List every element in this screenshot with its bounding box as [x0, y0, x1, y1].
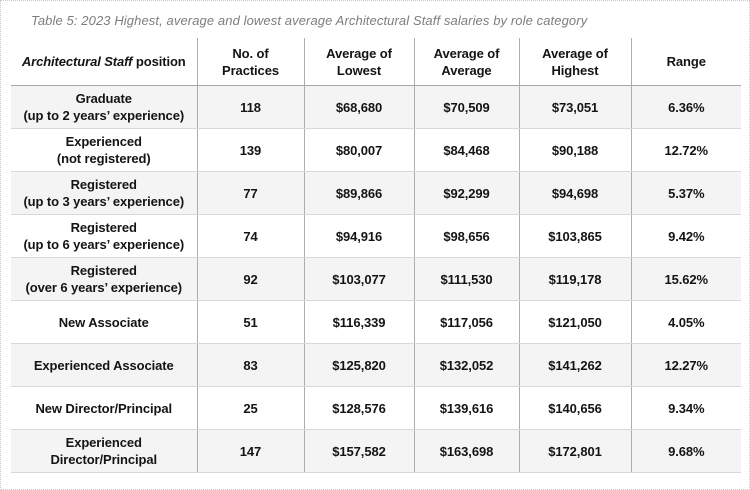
- table-body: Graduate (up to 2 years’ experience) 118 …: [11, 85, 741, 473]
- practices-cell: 25: [196, 386, 304, 430]
- avg-lowest-cell: $89,866: [303, 171, 414, 215]
- salary-table: Architectural Staff position No. of Pract…: [11, 38, 741, 473]
- header-position-italic: Architectural Staff: [21, 54, 133, 69]
- range-cell: 6.36%: [630, 85, 741, 129]
- position-cell: New Director/Principal: [11, 386, 197, 430]
- avg-highest-cell: $121,050: [518, 300, 631, 344]
- position-cell: Registered (up to 6 years’ experience): [11, 214, 197, 258]
- practices-cell: 147: [196, 429, 304, 473]
- practices-cell: 139: [196, 128, 304, 172]
- range-cell: 4.05%: [630, 300, 741, 344]
- avg-lowest-cell: $103,077: [303, 257, 414, 301]
- avg-lowest-cell: $94,916: [303, 214, 414, 258]
- avg-lowest-cell: $80,007: [303, 128, 414, 172]
- avg-highest-cell: $119,178: [518, 257, 631, 301]
- header-range: Range: [630, 38, 741, 86]
- avg-lowest-cell: $125,820: [303, 343, 414, 387]
- range-cell: 9.42%: [630, 214, 741, 258]
- range-cell: 12.72%: [630, 128, 741, 172]
- practices-cell: 74: [196, 214, 304, 258]
- position-cell: New Associate: [11, 300, 197, 344]
- avg-average-cell: $117,056: [413, 300, 519, 344]
- avg-average-cell: $98,656: [413, 214, 519, 258]
- table-row: New Director/Principal 25 $128,576 $139,…: [11, 386, 741, 430]
- table-row: Experienced Director/Principal 147 $157,5…: [11, 429, 741, 473]
- avg-highest-cell: $73,051: [518, 85, 631, 129]
- table-caption: Table 5: 2023 Highest, average and lowes…: [31, 13, 588, 28]
- header-avg-average: Average of Average: [413, 38, 519, 86]
- position-cell: Registered (up to 3 years’ experience): [11, 171, 197, 215]
- avg-lowest-cell: $68,680: [303, 85, 414, 129]
- table-row: Graduate (up to 2 years’ experience) 118 …: [11, 85, 741, 129]
- table-row: Experienced (not registered) 139 $80,007 …: [11, 128, 741, 172]
- range-cell: 9.68%: [630, 429, 741, 473]
- header-position-regular: position: [132, 54, 186, 69]
- range-cell: 12.27%: [630, 343, 741, 387]
- table-row: New Associate 51 $116,339 $117,056 $121,…: [11, 300, 741, 344]
- table-header: Architectural Staff position No. of Pract…: [11, 38, 741, 86]
- avg-average-cell: $92,299: [413, 171, 519, 215]
- header-row: Architectural Staff position No. of Pract…: [11, 38, 741, 86]
- avg-lowest-cell: $157,582: [303, 429, 414, 473]
- position-cell: Experienced Director/Principal: [11, 429, 197, 473]
- avg-lowest-cell: $128,576: [303, 386, 414, 430]
- avg-highest-cell: $90,188: [518, 128, 631, 172]
- avg-average-cell: $84,468: [413, 128, 519, 172]
- table-row: Registered (up to 3 years’ experience) 77…: [11, 171, 741, 215]
- avg-highest-cell: $103,865: [518, 214, 631, 258]
- avg-average-cell: $139,616: [413, 386, 519, 430]
- header-position: Architectural Staff position: [11, 38, 197, 86]
- avg-highest-cell: $141,262: [518, 343, 631, 387]
- position-cell: Graduate (up to 2 years’ experience): [11, 85, 197, 129]
- practices-cell: 83: [196, 343, 304, 387]
- avg-average-cell: $132,052: [413, 343, 519, 387]
- position-cell: Experienced Associate: [11, 343, 197, 387]
- table-row: Registered (over 6 years’ experience) 92 …: [11, 257, 741, 301]
- range-cell: 5.37%: [630, 171, 741, 215]
- avg-highest-cell: $140,656: [518, 386, 631, 430]
- range-cell: 15.62%: [630, 257, 741, 301]
- avg-lowest-cell: $116,339: [303, 300, 414, 344]
- avg-highest-cell: $172,801: [518, 429, 631, 473]
- practices-cell: 92: [196, 257, 304, 301]
- practices-cell: 118: [196, 85, 304, 129]
- practices-cell: 77: [196, 171, 304, 215]
- avg-average-cell: $163,698: [413, 429, 519, 473]
- table-row: Registered (up to 6 years’ experience) 74…: [11, 214, 741, 258]
- header-avg-lowest: Average of Lowest: [303, 38, 414, 86]
- header-avg-highest: Average of Highest: [518, 38, 631, 86]
- position-cell: Experienced (not registered): [11, 128, 197, 172]
- avg-highest-cell: $94,698: [518, 171, 631, 215]
- header-practices: No. of Practices: [196, 38, 304, 86]
- practices-cell: 51: [196, 300, 304, 344]
- avg-average-cell: $111,530: [413, 257, 519, 301]
- avg-average-cell: $70,509: [413, 85, 519, 129]
- position-cell: Registered (over 6 years’ experience): [11, 257, 197, 301]
- table-row: Experienced Associate 83 $125,820 $132,0…: [11, 343, 741, 387]
- range-cell: 9.34%: [630, 386, 741, 430]
